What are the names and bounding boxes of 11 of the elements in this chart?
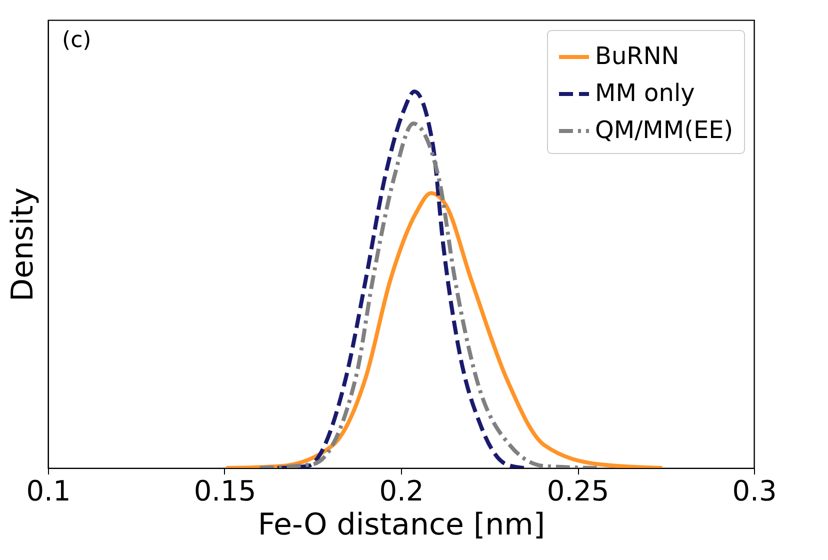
legend-label: QM/MM(EE) (595, 116, 734, 144)
text: (c) (62, 28, 92, 53)
y-axis-title: Density (6, 187, 40, 302)
x-axis-title: Fe-O distance [nm] (258, 508, 546, 542)
legend-label: BuRNN (595, 42, 680, 70)
x-tick-label: 0.3 (732, 474, 777, 508)
x-tick-label: 0.15 (194, 474, 256, 508)
x-tick-label: 0.25 (546, 474, 610, 508)
x-tick-label: 0.1 (26, 474, 71, 508)
legend-label: MM only (595, 79, 695, 107)
x-tick-label: 0.2 (379, 474, 424, 508)
